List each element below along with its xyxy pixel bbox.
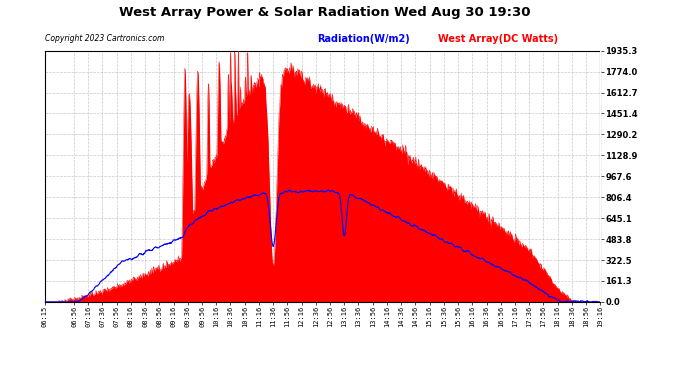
Text: Radiation(W/m2): Radiation(W/m2): [317, 34, 410, 44]
Text: West Array(DC Watts): West Array(DC Watts): [438, 34, 558, 44]
Text: West Array Power & Solar Radiation Wed Aug 30 19:30: West Array Power & Solar Radiation Wed A…: [119, 6, 530, 19]
Text: Copyright 2023 Cartronics.com: Copyright 2023 Cartronics.com: [45, 34, 164, 43]
